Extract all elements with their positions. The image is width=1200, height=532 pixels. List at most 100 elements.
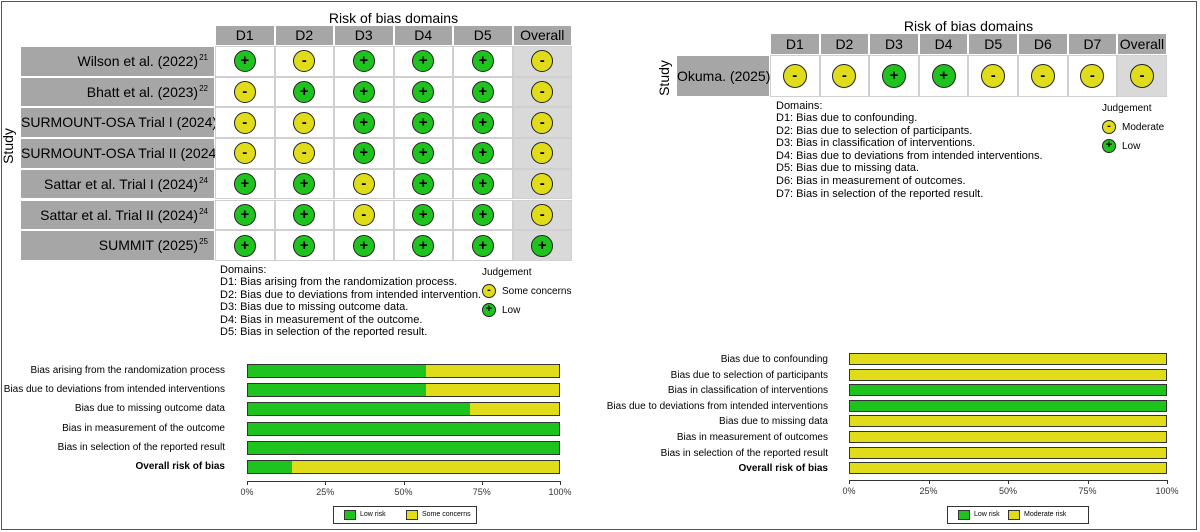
study-name: SURMOUNT-OSA Trial II (2024)	[21, 145, 221, 162]
bar-category-label: Bias due to deviations from intended int…	[606, 400, 828, 412]
column-header-d5: D5	[453, 25, 513, 46]
low-risk-icon: +	[233, 50, 256, 73]
study-ref: 24	[199, 175, 208, 185]
low-risk-icon: +	[233, 234, 256, 257]
legend-swatch	[1008, 510, 1020, 520]
low-risk-icon: +	[412, 142, 435, 165]
rob1-title: Risk of bias domains	[328, 10, 459, 26]
rob2-judgement-moderate: Moderate	[1122, 122, 1165, 133]
domain-definition: D6: Bias in measurement of outcomes.	[776, 175, 966, 187]
low-risk-segment	[248, 461, 293, 473]
domain-definition: D1: Bias due to confounding.	[776, 112, 918, 124]
concern-segment	[850, 369, 1166, 380]
study-name: Sattar et al. Trial II (2024)	[40, 206, 199, 223]
column-header-d2: D2	[819, 33, 870, 55]
low-risk-icon: +	[412, 203, 435, 226]
domain-definition: D3: Bias due to missing outcome data.	[220, 301, 409, 314]
study-label: Sattar et al. Trial I (2024)24	[20, 168, 215, 200]
legend-swatch	[406, 510, 418, 520]
study-label: SURMOUNT-OSA Trial II (2024)23	[20, 138, 231, 169]
x-tick-label: 0%	[842, 485, 856, 496]
low-risk-icon: +	[471, 111, 494, 134]
column-header-d6: D6	[1018, 33, 1068, 55]
x-tick-mark	[481, 481, 483, 486]
rob2-judgement-title: Judgement	[1102, 103, 1152, 114]
some-concerns-icon: -	[531, 203, 554, 226]
x-tick-label: 0%	[240, 487, 254, 498]
x-tick-mark	[1087, 479, 1089, 484]
rob2-title: Risk of bias domains	[903, 18, 1034, 34]
domain-definition: D2: Bias due to deviations from intended…	[220, 288, 482, 301]
column-header-d1: D1	[770, 33, 820, 55]
concern-segment	[425, 365, 559, 377]
stacked-bar	[247, 440, 560, 455]
low-legend-icon: +	[482, 303, 496, 317]
concern-segment	[850, 354, 1166, 364]
stacked-bar	[247, 402, 560, 417]
low-risk-icon: +	[412, 173, 435, 196]
rob2-judgement-low: Low	[1122, 141, 1141, 152]
x-tick-label: 50%	[394, 487, 413, 498]
domain-definition: D3: Bias in classification of interventi…	[776, 137, 976, 150]
x-tick-mark	[1008, 479, 1009, 484]
low-risk-icon: +	[352, 234, 375, 257]
some-concerns-icon: -	[832, 64, 857, 88]
some-concerns-icon: -	[293, 50, 316, 73]
concern-segment	[850, 416, 1166, 427]
rob1-domains-title: Domains:	[220, 264, 267, 276]
some-concerns-icon: -	[782, 64, 807, 88]
domain-definition: D2: Bias due to selection of participant…	[776, 124, 973, 137]
x-tick-label: 100%	[548, 487, 572, 498]
concern-segment	[292, 461, 559, 473]
stacked-bar	[849, 415, 1167, 428]
bar-category-label: Overall risk of bias	[135, 461, 226, 472]
stacked-bar	[849, 384, 1167, 397]
domain-definition: D5: Bias in selection of the reported re…	[220, 326, 428, 339]
column-header-d1: D1	[215, 25, 275, 46]
low-risk-icon: +	[931, 64, 956, 88]
column-header-d4: D4	[393, 25, 453, 46]
stacked-bar	[849, 353, 1167, 365]
low-risk-icon: +	[293, 234, 316, 257]
legend-label: Low risk	[974, 511, 1000, 518]
low-risk-icon: +	[471, 50, 494, 73]
rob2-y-label: Study	[656, 60, 672, 96]
low-risk-icon: +	[882, 64, 906, 88]
x-tick-mark	[247, 481, 248, 486]
study-label: Okuma. (2025)26	[676, 55, 780, 97]
column-header-d3: D3	[869, 33, 919, 55]
stacked-bar	[849, 368, 1167, 381]
study-label: SUMMIT (2025)25	[20, 230, 215, 261]
low-risk-segment	[248, 365, 426, 377]
column-header-d7: D7	[1067, 33, 1118, 55]
study-label: Sattar et al. Trial II (2024)24	[20, 199, 215, 231]
legend-label: Low risk	[360, 511, 386, 518]
rob1-judgement-title: Judgement	[482, 267, 532, 278]
moderate-legend-icon: -	[1102, 120, 1116, 134]
low-risk-icon: +	[471, 203, 494, 226]
bar-chart-legend: Low risk Moderate risk	[947, 506, 1089, 524]
rob1-judgement-some: Some concerns	[502, 286, 572, 297]
stacked-bar	[247, 421, 560, 436]
low-risk-icon: +	[233, 173, 256, 196]
low-risk-segment	[248, 422, 559, 435]
bar-category-label: Overall risk of bias	[738, 463, 829, 475]
column-header-d3: D3	[334, 25, 394, 46]
stacked-bar	[247, 383, 560, 398]
study-ref: 22	[199, 83, 208, 93]
low-risk-icon: +	[471, 234, 494, 257]
some-concerns-icon: -	[1130, 64, 1154, 88]
low-risk-icon: +	[293, 173, 316, 196]
x-tick-mark	[325, 481, 327, 486]
bar-chart-legend: Low risk Some concerns	[333, 506, 477, 524]
low-legend-icon-2: +	[1102, 139, 1116, 153]
low-risk-segment	[850, 385, 1166, 396]
column-header-overall: Overall	[1117, 33, 1167, 55]
study-name: Okuma. (2025)	[677, 68, 771, 84]
x-tick-mark	[560, 481, 561, 486]
low-risk-icon: +	[471, 142, 494, 165]
some-concerns-icon: -	[1030, 64, 1055, 88]
low-risk-icon: +	[293, 203, 316, 226]
x-tick-mark	[1167, 479, 1168, 484]
